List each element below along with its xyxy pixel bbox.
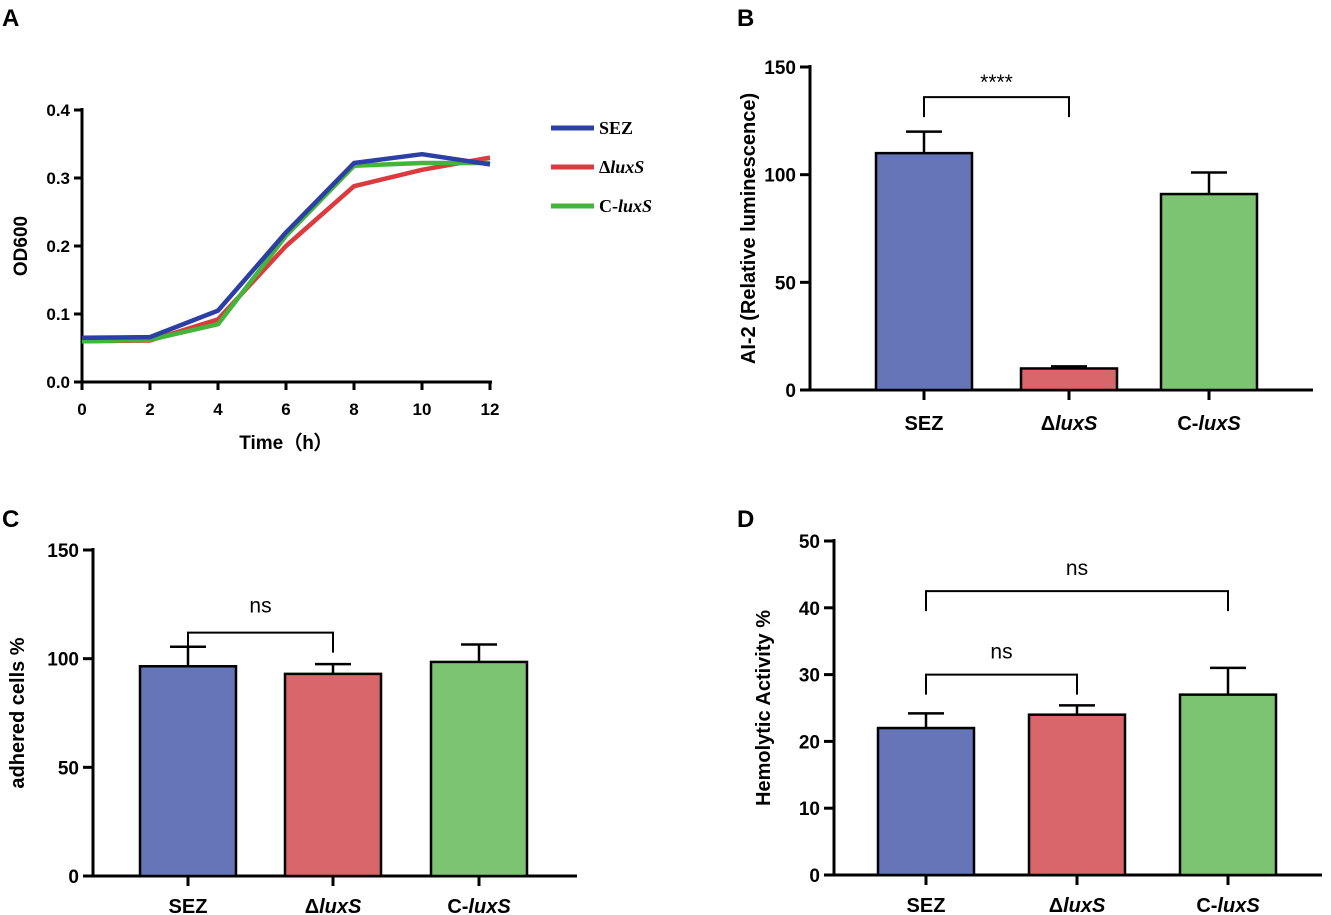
x-tick-label: 12 [481,400,500,419]
panel-letter-C: C [2,506,19,533]
y-tick-label: 150 [764,58,796,79]
y-tick-label: 50 [775,273,796,294]
y-tick-label: 0 [68,867,79,888]
bar-0 [874,151,974,392]
x-tick-label: 10 [413,400,432,419]
y-axis-label: adhered cells % [7,637,29,788]
panel-letter-B: B [737,5,754,32]
significance-label-0: ns [249,595,271,618]
legend-label-2: C-luxS [599,196,652,216]
y-tick-label: 10 [799,799,820,820]
x-tick-label: 4 [213,400,223,419]
category-label-2: C-luxS [447,896,511,915]
category-label-2: C-luxS [1177,413,1241,435]
y-tick-label: 30 [799,666,820,687]
y-tick-label: 20 [799,732,820,753]
y-axis-label: AI-2 (Relative luminescence) [738,93,760,364]
y-tick-label: 0.4 [46,101,70,120]
y-tick-label: 0 [785,381,796,402]
legend-label-1: ΔluxS [599,157,644,177]
y-tick-label: 0.2 [46,237,70,256]
y-tick-label: 150 [47,541,79,562]
y-tick-label: 0 [809,866,820,887]
bar-2 [1178,693,1278,877]
bar-0 [876,726,976,877]
x-tick-label: 2 [145,400,154,419]
x-tick-label: 8 [349,400,358,419]
bar-1 [1019,367,1119,392]
significance-bracket-0 [925,673,1078,695]
y-axis-label: Hemolytic Activity % [753,610,775,806]
category-label-1: ΔluxS [1041,413,1098,435]
x-axis-label: Time（h） [239,431,333,454]
line-chart-A: 0.0 0.1 0.2 0.3 0.4 0 2 4 6 8 10 12 Time（h） OD600 SEZ Δ… [11,101,652,454]
category-label-0: SEZ [169,896,208,915]
x-tick-label: 6 [281,400,290,419]
significance-label-0: ns [990,641,1012,664]
category-label-0: SEZ [907,895,946,915]
significance-label-1: ns [1066,557,1088,580]
significance-bracket-0 [923,96,1070,118]
legend-label-0: SEZ [599,118,633,138]
bar-1 [1027,713,1127,877]
y-tick-label: 50 [58,758,79,779]
bar-2 [429,660,529,878]
y-tick-label: 50 [799,532,820,553]
category-label-0: SEZ [905,413,944,435]
y-tick-label: 0.3 [46,169,70,188]
category-label-1: ΔluxS [1049,895,1106,915]
category-label-1: ΔluxS [305,896,362,915]
category-label-2: C-luxS [1196,895,1260,915]
y-tick-label: 100 [47,650,79,671]
bar-1 [283,672,383,878]
series-line-0 [81,151,491,341]
significance-label-0: **** [980,71,1013,94]
x-tick-label: 0 [77,400,86,419]
y-tick-label: 40 [799,599,820,620]
bar-chart-C: 0 50 100 150 adhered cells % SEZ ΔluxS C-luxS ns [7,541,577,915]
series-line-1 [81,155,491,344]
panel-letter-D: D [737,506,754,533]
series-line-2 [81,160,490,344]
bar-2 [1159,192,1259,392]
y-tick-label: 0.1 [46,305,70,324]
panel-letter-A: A [2,5,19,32]
significance-bracket-1 [925,590,1229,612]
y-axis-label: OD600 [11,216,32,276]
y-tick-label: 100 [764,166,796,187]
y-tick-label: 0.0 [46,373,70,392]
bar-0 [138,665,238,878]
significance-bracket-0 [187,631,334,653]
bar-chart-D: 0 10 20 30 40 50 Hemolytic Activity % SEZ ΔluxS C… [753,532,1322,915]
